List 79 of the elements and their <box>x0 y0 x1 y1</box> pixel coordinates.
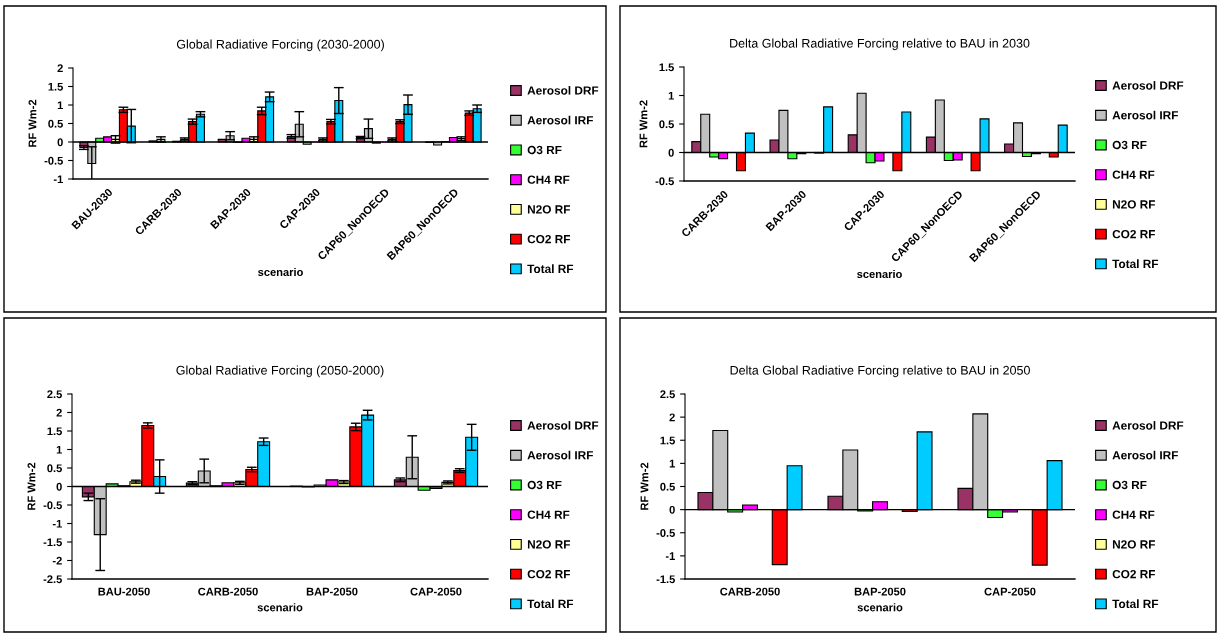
legend-label: Total RF <box>527 599 574 609</box>
legend-label: CO2 RF <box>527 234 571 244</box>
y-tick-label: -1.5 <box>43 538 62 547</box>
x-axis-title: scenario <box>257 603 303 612</box>
y-tick-label: 1 <box>669 459 675 468</box>
y-tick-label: -1 <box>665 552 675 560</box>
y-tick-label: 1.5 <box>659 63 674 72</box>
y-tick-label: 1.5 <box>47 427 62 436</box>
y-tick-label: 0.5 <box>47 464 62 473</box>
y-tick-label: 0.5 <box>659 120 674 129</box>
legend-label: CO2 RF <box>1112 569 1156 579</box>
chart-title: Global Radiative Forcing (2030-2000) <box>176 39 384 52</box>
x-axis-title: scenario <box>258 267 303 277</box>
y-tick-label: 1 <box>57 101 63 110</box>
y-axis-title: RF Wm-2 <box>27 462 36 510</box>
legend-label: N2O RF <box>1112 540 1156 549</box>
legend-label: Aerosol DRF <box>527 86 599 95</box>
x-tick-label: BAP-2050 <box>854 587 906 596</box>
legend-label: Total RF <box>1112 599 1159 609</box>
chart-title: Delta Global Radiative Forcing relative to BAU in 2030 <box>730 38 1030 51</box>
y-tick-label: -0.5 <box>656 529 675 537</box>
y-tick-label: 1.5 <box>48 82 63 91</box>
legend-label: Total RF <box>1112 259 1159 269</box>
y-tick-label: -0.5 <box>43 501 62 510</box>
legend-label: Total RF <box>527 264 574 274</box>
y-tick-label: 0 <box>56 482 62 491</box>
y-tick-label: 1 <box>668 91 674 100</box>
legend-label: Aerosol DRF <box>527 421 599 430</box>
legend-label: N2O RF <box>1112 200 1156 209</box>
y-tick-label: -1 <box>52 519 62 528</box>
y-tick-label: -2 <box>52 556 62 565</box>
x-axis-title: scenario <box>857 269 902 279</box>
x-tick-label: CAP-2050 <box>410 587 462 596</box>
y-tick-label: 0 <box>669 505 675 514</box>
y-tick-label: 0 <box>57 138 63 147</box>
y-tick-label: 1.5 <box>660 436 675 445</box>
legend-label: CH4 RF <box>1112 510 1155 519</box>
y-axis-title: RF Wm-2 <box>639 100 648 148</box>
legend-label: O3 RF <box>1112 140 1147 150</box>
legend-label: CH4 RF <box>527 175 570 184</box>
legend-label: CH4 RF <box>527 510 570 519</box>
y-tick-label: -1 <box>53 175 63 184</box>
y-tick-label: 0.5 <box>660 482 675 491</box>
y-tick-label: 2 <box>669 413 675 422</box>
legend-label: Aerosol DRF <box>1112 81 1184 90</box>
y-tick-label: -0.5 <box>655 177 674 186</box>
y-axis-title: RF Wm-2 <box>640 462 649 510</box>
y-axis-title: RF Wm-2 <box>28 99 37 147</box>
legend-label: CH4 RF <box>1112 170 1155 179</box>
legend-label: O3 RF <box>527 145 562 155</box>
y-tick-label: -1.5 <box>656 575 675 584</box>
x-tick-label: BAU-2050 <box>98 587 150 596</box>
legend-label: O3 RF <box>1112 480 1147 490</box>
x-tick-label: CARB-2050 <box>720 587 780 596</box>
y-tick-label: 2.5 <box>660 390 675 399</box>
x-tick-label: CAP-2050 <box>984 587 1036 596</box>
legend-label: Aerosol IRF <box>1112 110 1178 120</box>
y-tick-label: 2.5 <box>47 390 62 399</box>
legend-label: Aerosol IRF <box>1112 450 1178 460</box>
y-tick-label: -2.5 <box>43 575 62 584</box>
legend-label: O3 RF <box>527 480 562 490</box>
y-tick-label: 1 <box>56 445 62 454</box>
legend-label: CO2 RF <box>527 569 571 579</box>
legend-label: N2O RF <box>527 205 571 214</box>
x-tick-label: BAP-2050 <box>306 587 358 596</box>
y-tick-label: 2 <box>57 64 63 73</box>
x-tick-label: CARB-2050 <box>198 587 258 596</box>
y-tick-label: 0 <box>668 148 674 157</box>
legend-label: CO2 RF <box>1112 229 1156 239</box>
legend-label: Aerosol IRF <box>527 450 593 460</box>
y-tick-label: 0.5 <box>48 119 63 128</box>
chart-title: Global Radiative Forcing (2050-2000) <box>176 365 384 378</box>
chart-title: Delta Global Radiative Forcing relative to BAU in 2050 <box>730 365 1030 378</box>
y-tick-label: -0.5 <box>44 156 63 165</box>
x-axis-title: scenario <box>857 603 903 612</box>
legend-label: N2O RF <box>527 540 571 549</box>
legend-label: Aerosol DRF <box>1112 421 1184 430</box>
y-tick-label: 2 <box>56 408 62 417</box>
legend-label: Aerosol IRF <box>527 115 593 125</box>
